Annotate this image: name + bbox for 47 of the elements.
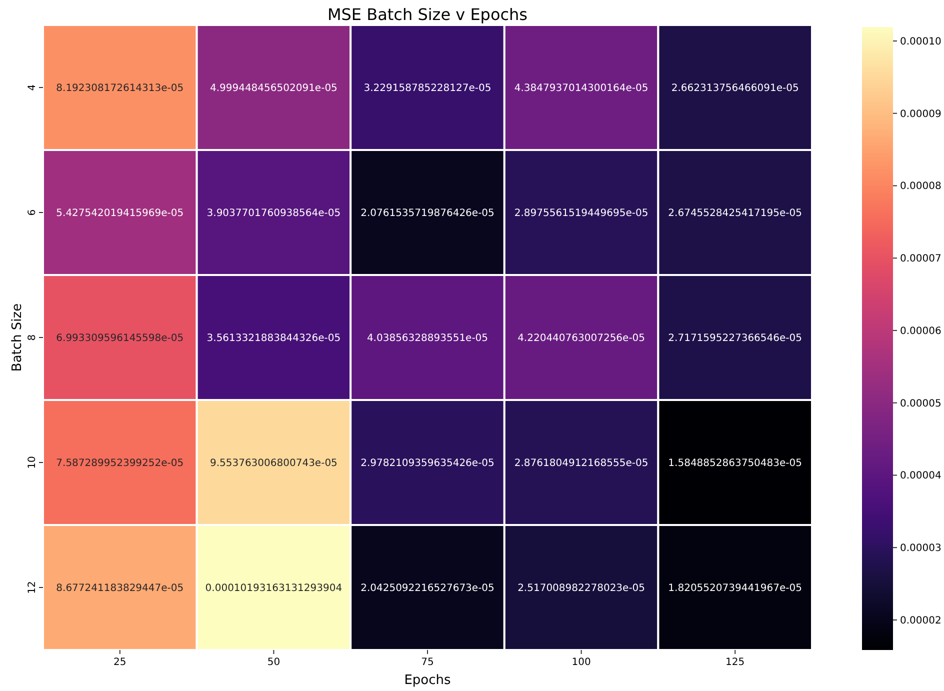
x-axis-title: Epochs xyxy=(404,673,452,688)
data-label: 2.8975561519449695e-05 xyxy=(514,208,648,219)
data-label: 2.662313756466091e-05 xyxy=(671,83,799,94)
data-label: 1.5848852863750483e-05 xyxy=(668,458,802,469)
data-label: 8.677241183829447e-05 xyxy=(56,583,184,594)
color-bar-label: 0.00009 xyxy=(900,108,942,120)
y-tick-label: 12 xyxy=(27,581,38,594)
x-tick-label: 125 xyxy=(726,657,745,668)
chart-title: MSE Batch Size v Epochs xyxy=(327,5,528,24)
data-label: 2.0425092216527673e-05 xyxy=(360,583,494,594)
x-tick-label: 50 xyxy=(267,657,280,668)
color-bar-label: 0.00003 xyxy=(900,543,942,554)
y-axis-title: Batch Size xyxy=(10,303,25,372)
data-label: 4.220440763007256e-05 xyxy=(518,333,646,344)
data-label: 2.6745528425417195e-05 xyxy=(668,208,802,219)
x-tick-label: 25 xyxy=(114,657,126,668)
color-bar-label: 0.00007 xyxy=(900,254,942,265)
data-label: 2.517008982278023e-05 xyxy=(518,583,646,594)
data-label: 1.8205520739441967e-05 xyxy=(668,583,802,594)
y-tick-label: 4 xyxy=(27,84,38,91)
y-tick-label: 8 xyxy=(27,334,38,341)
color-bar-label: 0.00002 xyxy=(900,615,942,626)
color-bar-label: 0.00006 xyxy=(900,326,942,337)
x-tick-label: 75 xyxy=(421,657,434,668)
data-label: 6.993309596145598e-05 xyxy=(56,333,184,344)
data-label: 3.9037701760938564e-05 xyxy=(206,208,341,219)
data-label: 8.192308172614313e-05 xyxy=(56,83,184,94)
color-bar-label: 0.00004 xyxy=(900,470,942,482)
data-label: 2.9782109359635426e-05 xyxy=(360,458,494,469)
data-label: 7.587289952399252e-05 xyxy=(56,458,184,469)
data-label: 0.00010193163131293904 xyxy=(205,583,342,594)
data-label: 4.999448456502091e-05 xyxy=(210,83,338,94)
data-label: 5.427542019415969e-05 xyxy=(56,208,184,219)
color-bar-label: 0.00010 xyxy=(900,36,942,48)
color-bar-label: 0.00008 xyxy=(900,181,942,192)
data-label: 2.7171595227366546e-05 xyxy=(668,333,802,344)
data-label: 2.0761535719876426e-05 xyxy=(360,208,494,219)
data-label: 3.5613321883844326e-05 xyxy=(206,333,341,344)
data-label: 3.229158785228127e-05 xyxy=(364,83,492,94)
color-bar-label: 0.00005 xyxy=(900,398,942,410)
y-tick-label: 10 xyxy=(27,456,38,469)
x-tick-label: 100 xyxy=(572,657,591,668)
y-tick-label: 6 xyxy=(27,209,38,216)
data-label: 2.8761804912168555e-05 xyxy=(514,458,648,469)
data-label: 4.3847937014300164e-05 xyxy=(514,83,648,94)
data-label: 4.03856328893551e-05 xyxy=(366,333,488,344)
data-label: 9.553763006800743e-05 xyxy=(210,458,338,469)
